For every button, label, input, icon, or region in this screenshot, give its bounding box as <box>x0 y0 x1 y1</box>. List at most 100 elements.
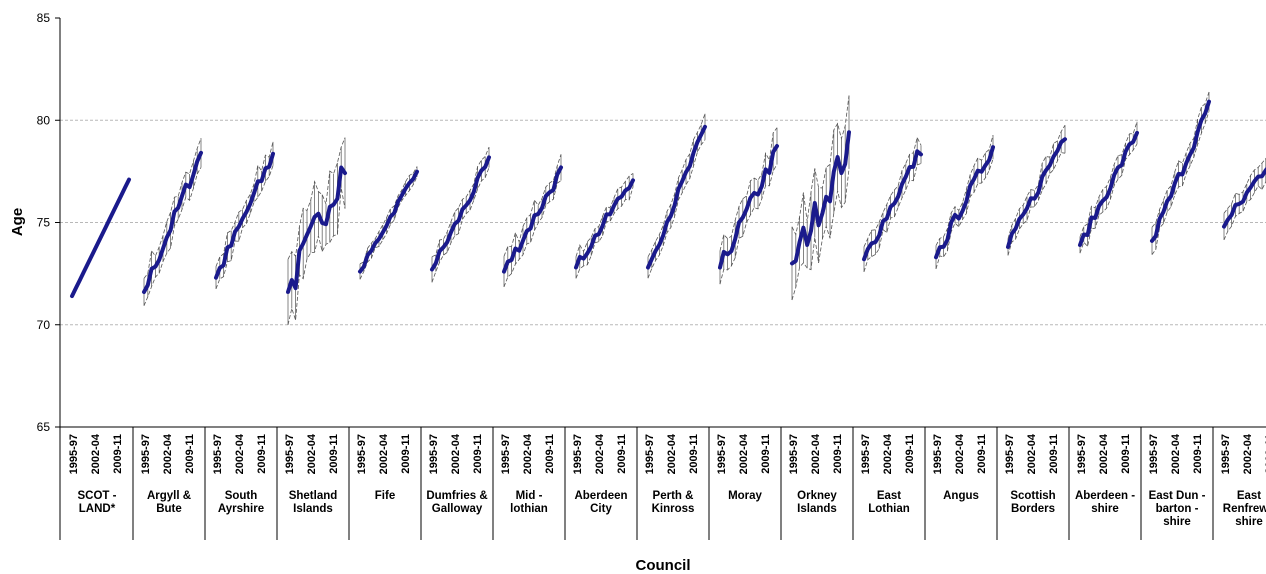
ci-upper-line <box>215 141 274 267</box>
ci-lower-line <box>863 163 922 272</box>
series-line <box>358 169 419 274</box>
series-line <box>1222 166 1266 229</box>
series-line <box>862 149 923 262</box>
period-tick-label: 2009-11 <box>688 434 700 474</box>
council-label: Borders <box>1011 503 1055 515</box>
council-label: Islands <box>293 503 333 515</box>
council-label: Orkney <box>797 490 837 502</box>
council-label: Aberdeen <box>574 490 627 502</box>
period-tick-label: 1995-97 <box>1004 434 1016 474</box>
period-tick-label: 2002-04 <box>666 433 678 474</box>
ci-upper-line <box>287 137 346 260</box>
x-axis-categories: 1995-97 2002-04 2009-11 SCOT -LAND* 1995-97 2… <box>68 433 1266 528</box>
y-tick-label: 75 <box>37 216 51 230</box>
period-tick-label: 1995-97 <box>212 434 224 474</box>
council-label: Ayrshire <box>218 503 264 515</box>
ci-lower-line <box>1223 180 1266 241</box>
period-tick-label: 1995-97 <box>572 434 584 474</box>
council-label: barton - <box>1156 503 1199 515</box>
period-tick-label: 2002-04 <box>882 433 894 474</box>
council-label: East <box>1237 490 1261 502</box>
council-label: Argyll & <box>147 490 191 502</box>
council-label: shire <box>1163 516 1191 528</box>
ci-lower-line <box>431 167 490 283</box>
ci-lower-line <box>287 187 346 325</box>
ci-upper-line <box>719 127 778 251</box>
period-tick-label: 1995-97 <box>500 434 512 474</box>
period-tick-label: 2002-04 <box>162 433 174 474</box>
period-tick-label: 2002-04 <box>1170 433 1182 474</box>
period-tick-label: 2002-04 <box>1098 433 1110 474</box>
y-tick-label: 85 <box>37 11 51 25</box>
ci-lower-line <box>791 168 850 301</box>
period-tick-label: 2002-04 <box>954 433 966 474</box>
period-tick-label: 2009-11 <box>472 434 484 474</box>
period-tick-label: 2002-04 <box>306 433 318 474</box>
council-label: LAND* <box>79 503 116 515</box>
period-tick-label: 2002-04 <box>90 433 102 474</box>
council-label: Moray <box>728 490 762 502</box>
council-label: shire <box>1235 516 1263 528</box>
period-tick-label: 1995-97 <box>644 434 656 474</box>
ci-upper-line <box>935 135 994 246</box>
period-tick-label: 2002-04 <box>738 433 750 474</box>
period-tick-label: 2009-11 <box>616 434 628 474</box>
period-tick-label: 2009-11 <box>976 434 988 474</box>
series-line <box>214 151 275 280</box>
council-label: Kinross <box>652 503 695 515</box>
series-line <box>574 178 635 270</box>
council-label: Dumfries & <box>426 490 487 502</box>
period-tick-label: 2009-11 <box>832 434 844 474</box>
council-label: Lothian <box>868 503 910 515</box>
series-line <box>1078 130 1139 247</box>
series-line <box>646 124 707 270</box>
period-tick-label: 1995-97 <box>428 434 440 474</box>
gridlines <box>60 119 1266 326</box>
period-tick-label: 2009-11 <box>1264 434 1266 474</box>
council-label: South <box>225 490 258 502</box>
period-tick-label: 2009-11 <box>400 434 412 474</box>
ci-upper-line <box>1079 121 1138 238</box>
council-label: Perth & <box>653 490 694 502</box>
ci-upper-line <box>143 138 202 279</box>
council-label: Galloway <box>432 503 483 515</box>
series-line <box>502 165 563 274</box>
ci-upper-line <box>359 166 418 265</box>
ci-upper-line <box>647 113 706 257</box>
series-line <box>934 145 995 260</box>
period-tick-label: 1995-97 <box>1076 434 1088 474</box>
council-label: Fife <box>375 490 395 502</box>
period-tick-label: 2002-04 <box>450 433 462 474</box>
council-label: Shetland <box>289 490 338 502</box>
period-tick-label: 2009-11 <box>184 434 196 474</box>
period-tick-label: 2009-11 <box>904 434 916 474</box>
ci-lower-line <box>935 159 994 270</box>
ci-upper-line <box>791 95 850 236</box>
period-tick-label: 2002-04 <box>810 433 822 474</box>
period-tick-label: 1995-97 <box>356 434 368 474</box>
council-label: lothian <box>510 503 548 515</box>
period-tick-label: 2009-11 <box>544 434 556 474</box>
period-tick-label: 2009-11 <box>328 434 340 474</box>
series-line <box>1150 99 1211 243</box>
ci-lower-line <box>1079 143 1138 254</box>
council-label: East <box>877 490 901 502</box>
ci-lower-line <box>503 180 562 288</box>
ci-lower-line <box>719 164 778 285</box>
council-label: Bute <box>156 503 182 515</box>
ci-lower-line <box>647 139 706 279</box>
x-axis-title: Council <box>636 557 691 574</box>
period-tick-label: 2009-11 <box>112 434 124 474</box>
period-tick-label: 2002-04 <box>234 433 246 474</box>
council-label: shire <box>1091 503 1119 515</box>
period-tick-label: 2009-11 <box>1192 434 1204 474</box>
y-tick-label: 70 <box>37 318 51 332</box>
axes <box>59 18 1266 540</box>
ci-upper-line <box>1151 91 1210 228</box>
council-label: East Dun - <box>1149 490 1206 502</box>
period-tick-label: 2002-04 <box>378 433 390 474</box>
series-line <box>1006 137 1067 249</box>
period-tick-label: 2009-11 <box>256 434 268 474</box>
ci-lower-line <box>143 167 202 306</box>
ci-lower-line <box>1007 152 1066 256</box>
